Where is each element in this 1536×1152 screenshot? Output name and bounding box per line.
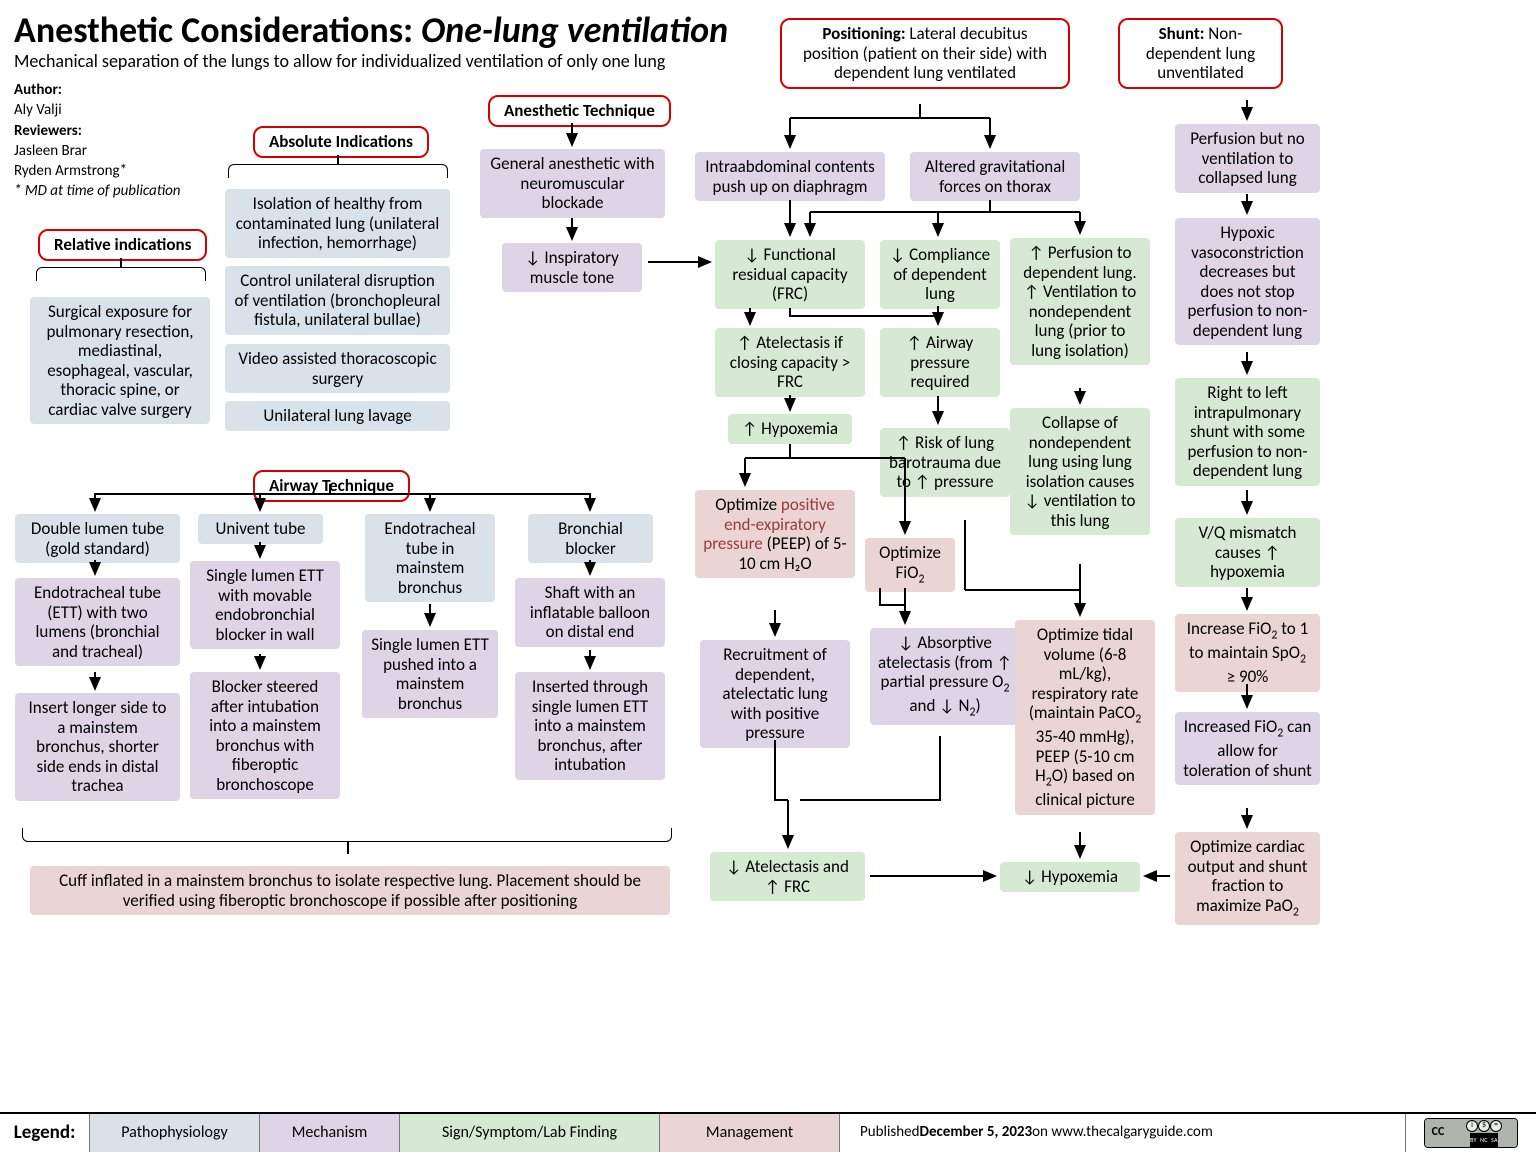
pos-r1: Altered gravitational forces on thorax <box>910 152 1080 201</box>
aw-a2: Endotracheal tube (ETT) with two lumens … <box>15 578 180 666</box>
abs-2: Control unilateral disruption of ventila… <box>225 266 450 335</box>
aw-c1: Endotracheal tube in mainstem bronchus <box>365 514 495 602</box>
atel-frc: ↓ Atelectasis and ↑ FRC <box>710 852 865 901</box>
abs-1: Isolation of healthy from contaminated l… <box>225 189 450 258</box>
collapse: Collapse of nondependent lung using lung… <box>1010 408 1150 535</box>
abs-4: Unilateral lung lavage <box>225 401 450 431</box>
sh4: V/Q mismatch causes ↑ hypoxemia <box>1175 518 1320 587</box>
legend-pub: Published December 5, 2023 on www.thecal… <box>840 1114 1406 1152</box>
legend-mech: Mechanism <box>260 1114 400 1152</box>
aw-b3: Blocker steered after intubation into a … <box>190 672 340 799</box>
legend-sign: Sign/Symptom/Lab Finding <box>400 1114 660 1152</box>
comp: ↓ Compliance of dependent lung <box>880 240 1000 309</box>
head-absolute: Absolute Indications <box>253 126 429 158</box>
legend-label: Legend: <box>0 1114 90 1152</box>
peep: Optimize positive end-expiratory pressur… <box>695 490 855 578</box>
legend-mgmt: Management <box>660 1114 840 1152</box>
aw-foot: Cuff inflated in a mainstem bronchus to … <box>30 866 670 915</box>
aw-b2: Single lumen ETT with movable endobronch… <box>190 561 340 649</box>
cc-badge: CC i$= BY NC SA <box>1406 1114 1536 1152</box>
pos-l1: Intraabdominal contents push up on diaph… <box>695 152 885 201</box>
abs-3: Video assisted thoracoscopic surgery <box>225 344 450 393</box>
anes-2: ↓ Inspiratory muscle tone <box>502 243 642 292</box>
legend-patho: Pathophysiology <box>90 1114 260 1152</box>
head-relative: Relative indications <box>38 229 207 261</box>
aw-d2: Shaft with an inflatable balloon on dist… <box>515 578 665 647</box>
head-shunt: Shunt: Non-dependent lung unventilated <box>1118 18 1283 89</box>
sh3: Right to left intrapulmonary shunt with … <box>1175 378 1320 486</box>
aw-d3: Inserted through single lumen ETT into a… <box>515 672 665 780</box>
legend-footer: Legend: Pathophysiology Mechanism Sign/S… <box>0 1112 1536 1152</box>
aw-b1: Univent tube <box>198 514 323 544</box>
apress: ↑ Airway pressure required <box>880 328 1000 397</box>
absorp: ↓ Absorptive atelectasis (from ↑ partial… <box>870 628 1020 725</box>
recruit: Recruitment of dependent, atelectatic lu… <box>700 640 850 748</box>
aw-c2: Single lumen ETT pushed into a mainstem … <box>362 630 498 718</box>
head-positioning: Positioning: Lateral decubitus position … <box>780 18 1070 89</box>
head-anesthetic: Anesthetic Technique <box>488 95 671 127</box>
sh7: Optimize cardiac output and shunt fracti… <box>1175 832 1320 925</box>
sh1: Perfusion but no ventilation to collapse… <box>1175 124 1320 193</box>
hypo: ↑ Hypoxemia <box>728 414 852 444</box>
relative-1: Surgical exposure for pulmonary resectio… <box>30 297 210 424</box>
aw-a1: Double lumen tube (gold standard) <box>15 514 180 563</box>
baro: ↑ Risk of lung barotrauma due to ↑ press… <box>880 428 1010 497</box>
sh5: Increase FiO2 to 1 to maintain SpO2 ≥ 90… <box>1175 614 1320 692</box>
hypo2: ↓ Hypoxemia <box>1000 862 1140 892</box>
aw-d1: Bronchial blocker <box>528 514 653 563</box>
fio2: Optimize FiO2 <box>865 538 955 592</box>
sh6: Increased FiO2 can allow for toleration … <box>1175 712 1320 785</box>
atel: ↑ Atelectasis if closing capacity > FRC <box>715 328 865 397</box>
sh2: Hypoxic vasoconstriction decreases but d… <box>1175 218 1320 345</box>
aw-a3: Insert longer side to a mainstem bronchu… <box>15 693 180 801</box>
frc: ↓ Functional residual capacity (FRC) <box>715 240 865 309</box>
perf: ↑ Perfusion to dependent lung. ↑ Ventila… <box>1010 238 1150 365</box>
anes-1: General anesthetic with neuromuscular bl… <box>480 149 665 218</box>
tidal: Optimize tidal volume (6-8 mL/kg), respi… <box>1015 620 1155 815</box>
head-airway: Airway Technique <box>253 470 410 502</box>
